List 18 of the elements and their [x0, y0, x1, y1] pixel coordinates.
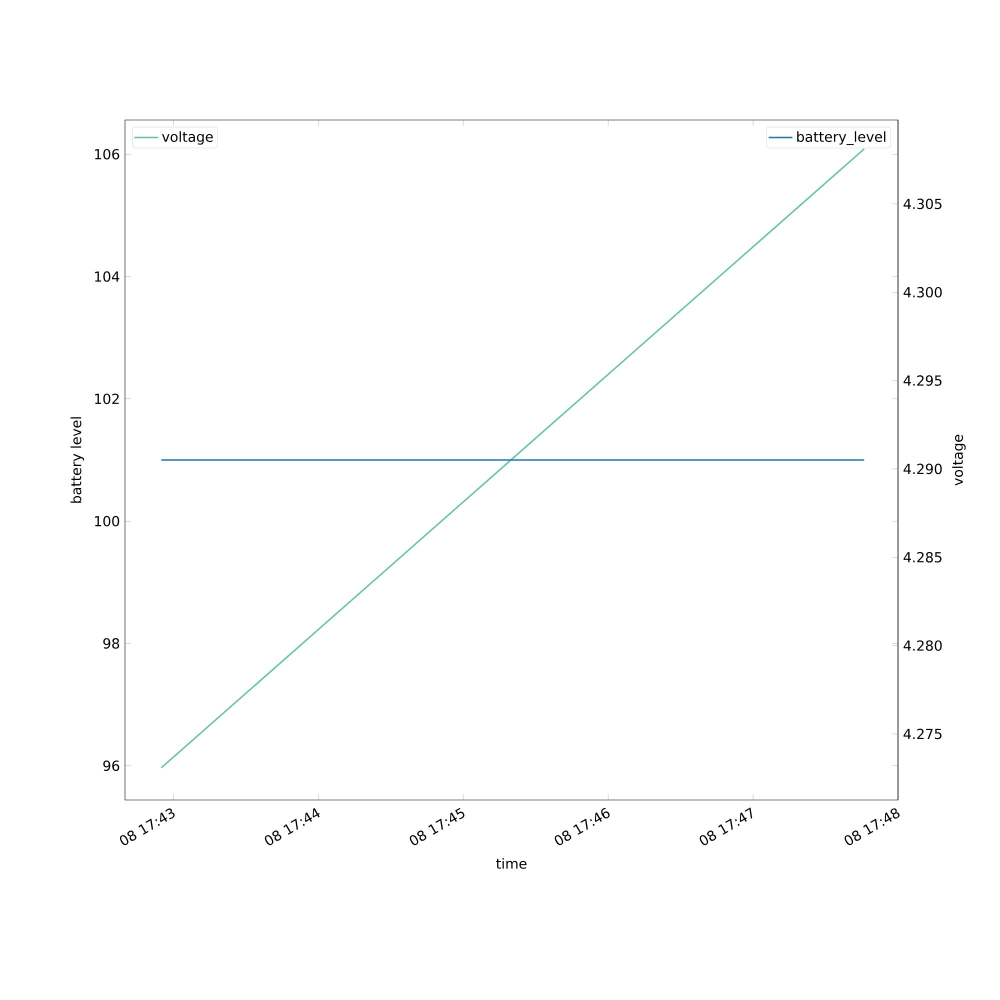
y2-tick-label: 4.275 — [904, 728, 942, 740]
y2-axis-title: voltage — [952, 434, 966, 486]
y-axis-title: battery level — [70, 417, 84, 503]
y-tick-label: 100 — [95, 516, 120, 526]
legend-label: battery_level — [797, 131, 886, 146]
y-tick-label: 96 — [103, 760, 120, 772]
y2-tick-label: 4.295 — [904, 375, 942, 386]
y-tick-label: 102 — [95, 394, 119, 404]
legend-label: voltage — [162, 131, 213, 145]
x-axis-title: time — [496, 858, 526, 869]
y2-tick-label: 4.300 — [904, 286, 942, 298]
y2-tick-label: 4.290 — [904, 464, 942, 474]
y2-tick-label: 4.280 — [904, 640, 942, 651]
y2-tick-label: 4.305 — [904, 198, 942, 210]
y-tick-label: 104 — [95, 271, 120, 282]
y-tick-label: 98 — [103, 638, 120, 649]
y2-tick-label: 4.285 — [904, 552, 942, 562]
y-tick-label: 106 — [95, 148, 120, 160]
